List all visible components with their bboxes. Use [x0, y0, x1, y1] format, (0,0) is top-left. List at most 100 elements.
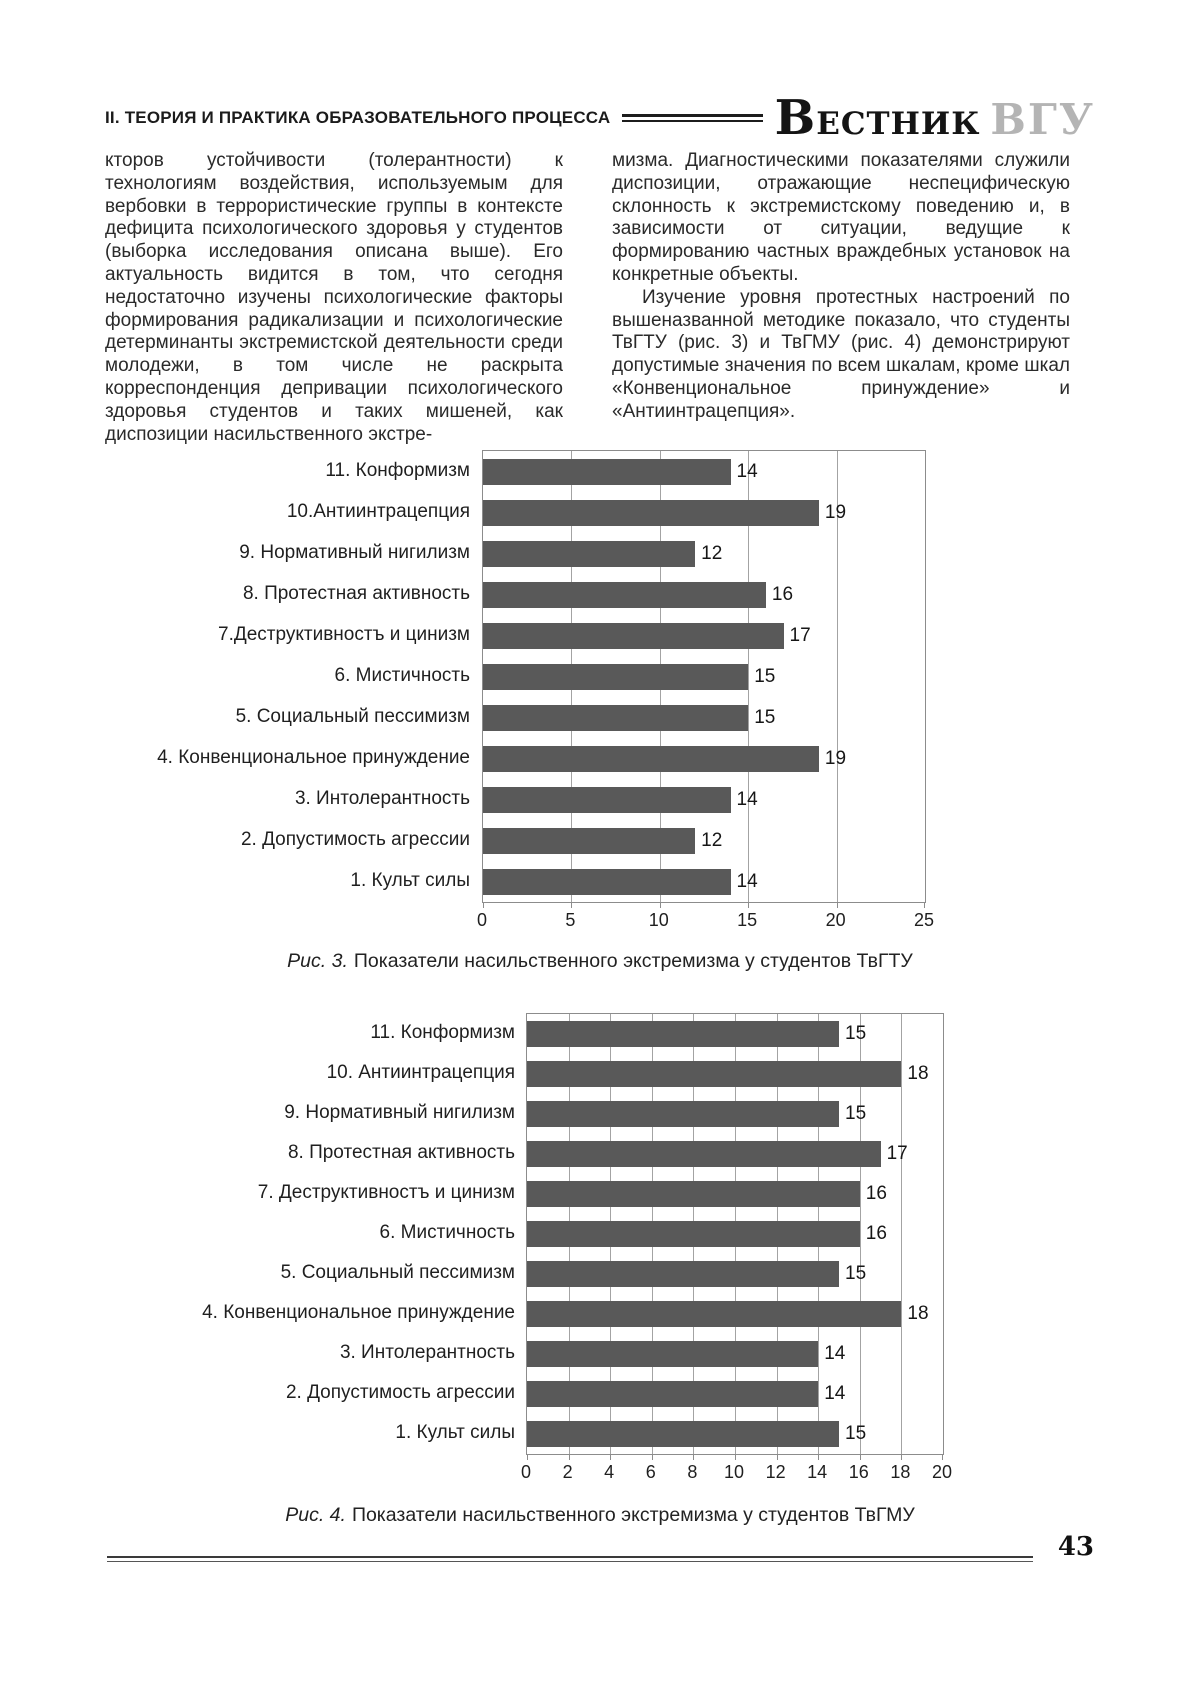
bar — [527, 1421, 839, 1447]
category-label: 7. Деструктивностъ и цинизм — [257, 1182, 515, 1203]
x-tick-label: 20 — [931, 1462, 953, 1482]
category-label: 11. Конформизм — [370, 1022, 515, 1043]
category-label: 2. Допустимость агрессии — [240, 828, 470, 850]
category-label: 9. Нормативный нигилизм — [284, 1102, 515, 1123]
bar — [527, 1221, 860, 1247]
value-label: 15 — [754, 706, 776, 728]
plot-area: 15 18 15 17 16 16 15 18 14 14 15 — [526, 1013, 944, 1460]
figure-label: Рис. 3. — [287, 950, 348, 972]
category-label: 5. Социальный пессимизм — [280, 1262, 515, 1283]
header-rule — [622, 114, 763, 122]
bar — [527, 1261, 839, 1287]
bar — [483, 786, 731, 813]
x-tick-label: 0 — [520, 1462, 532, 1482]
bar — [483, 499, 819, 526]
value-label: 15 — [845, 1263, 867, 1284]
tick-mark — [610, 1454, 612, 1460]
category-axis: 11. Конформизм 10.Антиинтрацепция 9. Норма… — [140, 450, 470, 901]
tick-mark — [527, 1454, 528, 1460]
paragraph-right-2: Изучение уровня протестных настроений по… — [612, 286, 1070, 422]
value-label: 14 — [824, 1383, 846, 1404]
x-tick-label: 10 — [648, 910, 669, 930]
page-header: II. ТЕОРИЯ И ПРАКТИКА ОБРАЗОВАТЕЛЬНОГО П… — [105, 90, 1095, 146]
value-label: 15 — [845, 1423, 867, 1444]
x-tick-label: 15 — [737, 910, 758, 930]
category-label: 11. Конформизм — [325, 459, 470, 481]
tick-mark — [659, 902, 661, 908]
bar — [483, 745, 819, 772]
category-label: 2. Допустимость агрессии — [285, 1382, 515, 1403]
x-tick-label: 6 — [645, 1462, 656, 1482]
gridline — [859, 1014, 861, 1454]
x-tick-label: 8 — [687, 1462, 698, 1482]
category-label: 10.Антиинтрацепция — [286, 500, 470, 522]
chart-fig3: 11. Конформизм 10.Антиинтрацепция 9. Норма… — [140, 450, 970, 950]
bar — [527, 1181, 860, 1207]
x-axis: 0 5 10 15 20 25 — [477, 910, 934, 934]
bar — [527, 1061, 902, 1087]
tick-mark — [748, 902, 750, 908]
journal-name-word2: ВГУ — [990, 95, 1095, 144]
chart-fig4: 11. Конформизм 10. Антиинтрацепция 9. Норм… — [140, 1013, 970, 1513]
category-label: 4. Конвенциональное принуждение — [202, 1302, 515, 1323]
section-title: II. ТЕОРИЯ И ПРАКТИКА ОБРАЗОВАТЕЛЬНОГО П… — [105, 108, 611, 127]
tick-mark — [568, 1454, 570, 1460]
bar — [483, 704, 749, 731]
page-number: 43 — [1057, 1532, 1094, 1562]
tick-mark — [901, 1454, 903, 1460]
bar — [527, 1341, 819, 1367]
gridline — [901, 1014, 903, 1454]
value-label: 16 — [771, 583, 794, 605]
category-label: 6. Мистичность — [334, 664, 470, 686]
x-tick-label: 10 — [723, 1462, 745, 1482]
category-label: 5. Социальный пессимизм — [235, 705, 470, 727]
x-tick-label: 16 — [848, 1462, 869, 1482]
figure-caption-text: Показатели насильственного экстремизма у… — [351, 1504, 915, 1526]
x-tick-label: 4 — [604, 1462, 615, 1482]
x-tick-label: 14 — [807, 1462, 828, 1482]
journal-logo: Вестник ВГУ — [775, 90, 1095, 146]
bar — [527, 1301, 902, 1327]
bar — [483, 663, 749, 690]
bar — [527, 1021, 839, 1047]
x-tick-label: 18 — [890, 1462, 911, 1482]
bar — [483, 827, 696, 854]
category-label: 8. Протестная активность — [287, 1142, 515, 1163]
category-axis: 11. Конформизм 10. Антиинтрацепция 9. Норм… — [140, 1013, 515, 1453]
bar — [483, 458, 731, 485]
value-label: 18 — [907, 1063, 929, 1084]
x-tick-label: 0 — [476, 910, 488, 930]
journal-name-word1: Вестник — [774, 90, 981, 146]
chart-fig4-caption: Рис. 4. Показатели насильственного экстре… — [0, 1504, 1200, 1527]
value-label: 15 — [845, 1103, 867, 1124]
category-label: 4. Конвенциональное принуждение — [157, 746, 470, 768]
value-label: 18 — [907, 1303, 929, 1324]
value-label: 12 — [701, 829, 723, 851]
tick-mark — [836, 902, 838, 908]
value-label: 14 — [736, 460, 758, 482]
tick-mark — [735, 1454, 736, 1460]
category-label: 9. Нормативный нигилизм — [239, 541, 470, 563]
bar — [483, 581, 766, 608]
bar — [527, 1101, 839, 1127]
gridline — [748, 451, 750, 902]
value-label: 15 — [754, 665, 776, 687]
tick-mark — [859, 1454, 861, 1460]
figure-label: Рис. 4. — [285, 1504, 346, 1526]
x-tick-label: 20 — [825, 910, 846, 930]
category-label: 8. Протестная активность — [242, 582, 470, 604]
category-label: 3. Интолерантность — [294, 787, 470, 809]
tick-mark — [942, 1454, 943, 1460]
figure-caption-text: Показатели насильственного экстремизма у… — [353, 950, 913, 972]
value-label: 16 — [865, 1223, 887, 1244]
paragraph-left: кторов устойчивости (толерантности) к те… — [105, 150, 563, 445]
bar — [527, 1381, 819, 1407]
value-label: 19 — [824, 501, 847, 523]
x-tick-label: 25 — [913, 910, 935, 930]
x-tick-label: 12 — [765, 1462, 786, 1482]
paragraph-right-1: мизма. Диагностическими показателями слу… — [612, 150, 1070, 285]
value-label: 16 — [865, 1183, 887, 1204]
value-label: 14 — [736, 788, 758, 810]
value-label: 17 — [789, 624, 811, 646]
